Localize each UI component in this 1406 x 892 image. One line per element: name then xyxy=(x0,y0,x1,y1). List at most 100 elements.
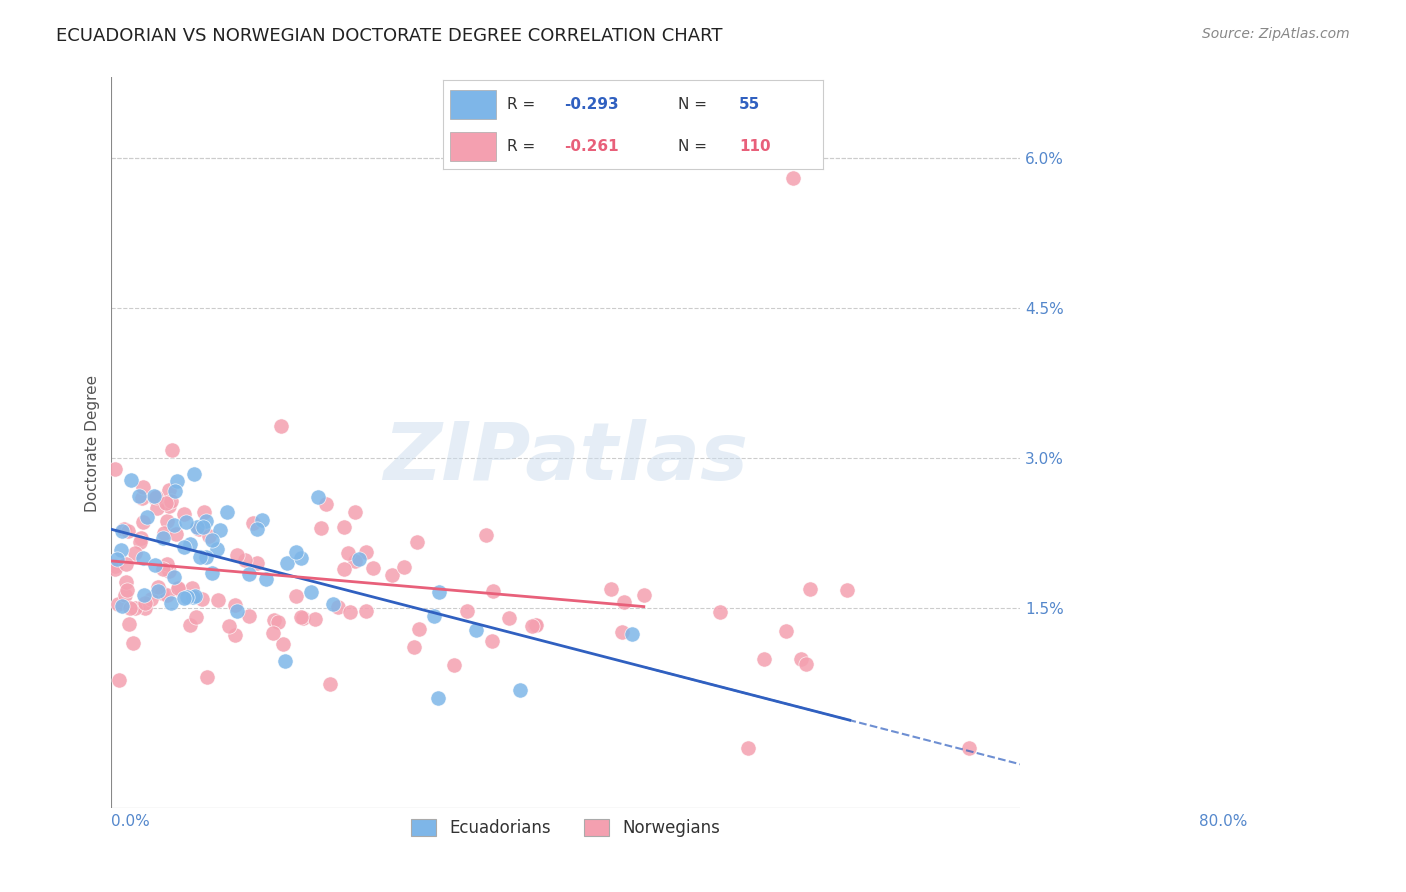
Point xyxy=(481,633,503,648)
Point xyxy=(150,586,173,600)
Point xyxy=(273,655,295,669)
Point xyxy=(120,473,142,487)
Point xyxy=(160,443,183,458)
Point xyxy=(152,562,174,576)
Text: Source: ZipAtlas.com: Source: ZipAtlas.com xyxy=(1202,27,1350,41)
Point xyxy=(163,483,186,498)
Point xyxy=(107,597,129,611)
Point xyxy=(139,591,162,606)
Point xyxy=(157,483,180,497)
Point xyxy=(143,491,166,505)
Point xyxy=(153,525,176,540)
Point xyxy=(166,582,188,596)
Point xyxy=(155,495,177,509)
Point xyxy=(225,548,247,562)
Point xyxy=(254,572,277,586)
Point xyxy=(124,545,146,559)
Point xyxy=(315,497,337,511)
Point xyxy=(205,542,228,557)
Point xyxy=(482,583,505,598)
Point xyxy=(104,562,127,576)
Point xyxy=(131,531,153,545)
Point xyxy=(117,524,139,538)
Point xyxy=(128,535,150,549)
Point xyxy=(114,574,136,589)
Point xyxy=(176,591,198,605)
Text: N =: N = xyxy=(678,139,707,153)
Text: 110: 110 xyxy=(740,139,770,153)
Point xyxy=(523,618,546,632)
Point xyxy=(145,558,167,573)
Point xyxy=(143,489,166,503)
Point xyxy=(402,640,425,654)
Point xyxy=(782,170,804,185)
Point xyxy=(344,505,367,519)
Point xyxy=(775,624,797,638)
Point xyxy=(120,601,142,615)
Point xyxy=(193,520,215,534)
Point xyxy=(156,557,179,571)
Point xyxy=(111,524,134,539)
Point xyxy=(465,624,488,638)
Text: 55: 55 xyxy=(740,97,761,112)
Point xyxy=(224,627,246,641)
Point xyxy=(156,514,179,528)
Point xyxy=(198,529,221,543)
Point xyxy=(250,513,273,527)
Point xyxy=(290,550,312,565)
Point xyxy=(333,561,356,575)
Point xyxy=(600,582,623,596)
Point xyxy=(114,588,136,602)
Point xyxy=(183,591,205,605)
Point xyxy=(218,619,240,633)
Point xyxy=(423,609,446,624)
Point xyxy=(337,546,360,560)
Point xyxy=(110,542,132,557)
Point xyxy=(238,566,260,581)
Point xyxy=(737,741,759,756)
Text: ZIPatlas: ZIPatlas xyxy=(384,418,748,497)
Point xyxy=(186,520,208,534)
Point xyxy=(339,605,361,619)
Point xyxy=(180,581,202,595)
Point xyxy=(162,570,184,584)
Point xyxy=(160,494,183,508)
Point xyxy=(408,623,430,637)
Point xyxy=(509,682,531,697)
Point xyxy=(134,588,156,602)
Point xyxy=(790,652,813,666)
Point xyxy=(290,610,312,624)
Point xyxy=(132,480,155,494)
Point xyxy=(115,582,138,597)
Point xyxy=(166,475,188,489)
Point xyxy=(114,558,136,572)
Point xyxy=(273,637,295,651)
Point xyxy=(233,552,256,566)
Point xyxy=(165,526,187,541)
Point xyxy=(131,551,153,566)
Point xyxy=(124,600,146,615)
Point xyxy=(134,601,156,615)
Point xyxy=(354,603,377,617)
Point xyxy=(754,652,776,666)
Point xyxy=(184,589,207,603)
Point xyxy=(136,509,159,524)
Point xyxy=(474,527,496,541)
Point xyxy=(110,599,132,614)
Point xyxy=(238,608,260,623)
Point xyxy=(285,589,308,603)
Point xyxy=(173,507,195,521)
Point xyxy=(188,549,211,564)
FancyBboxPatch shape xyxy=(450,132,496,161)
Point xyxy=(835,582,858,597)
Point xyxy=(201,566,224,580)
Point xyxy=(799,582,821,597)
Point xyxy=(194,549,217,564)
Point xyxy=(361,561,384,575)
Point xyxy=(195,670,218,684)
Point xyxy=(522,619,544,633)
Point xyxy=(246,522,269,536)
Point xyxy=(104,461,127,475)
Point xyxy=(322,597,344,611)
Point xyxy=(201,533,224,547)
